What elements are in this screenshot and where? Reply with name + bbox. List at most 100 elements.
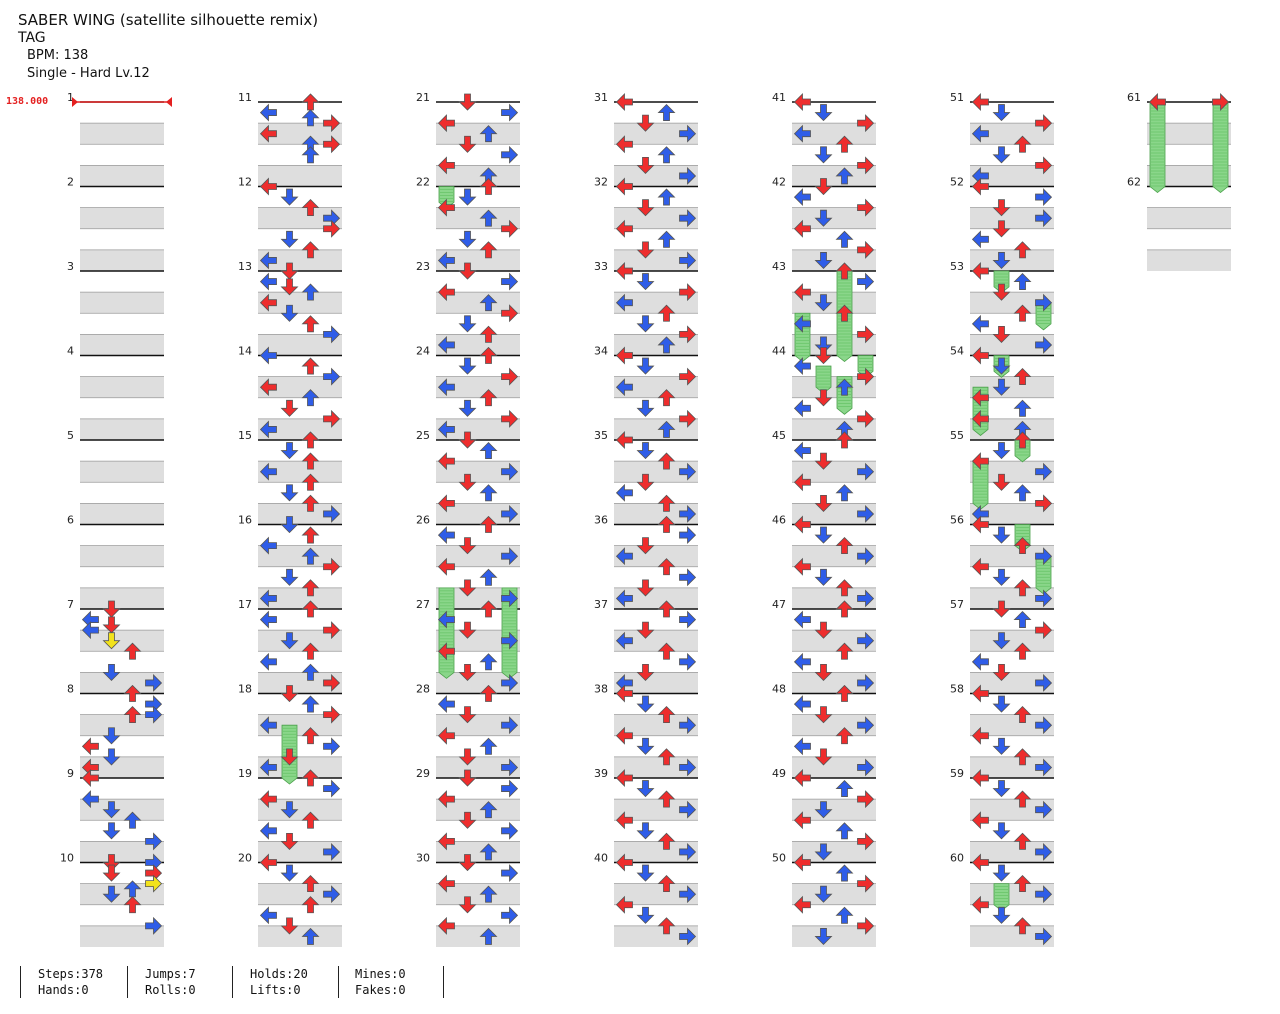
left-arrow-icon bbox=[971, 684, 989, 703]
measure-60: 60 bbox=[950, 852, 1054, 947]
song-title: SABER WING (satellite silhouette remix) bbox=[18, 11, 319, 29]
up-arrow-icon bbox=[123, 896, 142, 914]
left-arrow-icon bbox=[793, 515, 811, 534]
up-arrow-icon bbox=[479, 125, 498, 143]
up-arrow-icon bbox=[835, 262, 854, 280]
left-arrow-icon bbox=[81, 758, 99, 777]
measure-number: 18 bbox=[238, 683, 252, 696]
left-arrow-icon bbox=[615, 93, 633, 111]
down-arrow-icon bbox=[992, 600, 1011, 618]
down-arrow-icon bbox=[458, 315, 477, 333]
up-arrow-icon bbox=[479, 441, 498, 459]
measure-number: 9 bbox=[67, 767, 74, 780]
left-arrow-icon bbox=[437, 494, 455, 513]
beat-band bbox=[258, 714, 342, 736]
right-arrow-icon bbox=[857, 367, 875, 386]
down-arrow-icon bbox=[636, 473, 655, 491]
down-arrow-icon bbox=[458, 262, 477, 280]
down-arrow-icon bbox=[636, 315, 655, 333]
down-arrow-icon bbox=[992, 737, 1011, 755]
beat-band bbox=[258, 799, 342, 821]
left-arrow-icon bbox=[615, 811, 633, 830]
beat-band bbox=[80, 292, 164, 314]
beat-band bbox=[80, 376, 164, 398]
right-arrow-icon bbox=[679, 800, 697, 819]
down-arrow-icon bbox=[992, 632, 1011, 650]
measure-38: 38 bbox=[594, 683, 698, 778]
up-arrow-icon bbox=[1013, 537, 1032, 555]
beat-band bbox=[436, 292, 520, 314]
measure-number: 37 bbox=[594, 598, 608, 611]
up-arrow-icon bbox=[1013, 610, 1032, 628]
up-arrow-icon bbox=[657, 875, 676, 893]
left-arrow-icon bbox=[437, 335, 455, 354]
measure-number: 11 bbox=[238, 91, 252, 104]
up-arrow-icon bbox=[835, 304, 854, 322]
right-arrow-icon bbox=[145, 832, 163, 851]
down-arrow-icon bbox=[636, 199, 655, 217]
beat-band bbox=[80, 461, 164, 483]
right-arrow-icon bbox=[323, 557, 341, 576]
left-arrow-icon bbox=[259, 346, 277, 365]
beat-band bbox=[258, 418, 342, 440]
right-arrow-icon bbox=[323, 842, 341, 861]
down-arrow-icon bbox=[280, 278, 299, 296]
measure-18: 18 bbox=[238, 683, 342, 778]
measure-number: 56 bbox=[950, 514, 964, 527]
measure-number: 53 bbox=[950, 260, 964, 273]
left-arrow-icon bbox=[971, 557, 989, 576]
stat-holds: Holds:20 bbox=[250, 967, 308, 981]
beat-band bbox=[436, 249, 520, 271]
down-arrow-icon bbox=[814, 146, 833, 164]
measure-24: 24 bbox=[416, 345, 520, 440]
beat-band bbox=[614, 207, 698, 229]
right-arrow-icon bbox=[323, 737, 341, 756]
right-arrow-icon bbox=[323, 673, 341, 692]
down-arrow-icon bbox=[814, 452, 833, 470]
up-arrow-icon bbox=[479, 484, 498, 502]
measure-number: 43 bbox=[772, 260, 786, 273]
down-arrow-icon bbox=[814, 104, 833, 122]
up-arrow-icon bbox=[657, 600, 676, 618]
left-arrow-icon bbox=[971, 769, 989, 787]
beat-band bbox=[258, 883, 342, 905]
right-arrow-icon bbox=[145, 673, 163, 692]
up-arrow-icon bbox=[301, 642, 320, 660]
right-arrow-icon bbox=[857, 832, 875, 851]
down-arrow-icon bbox=[636, 156, 655, 174]
measure-14: 14 bbox=[238, 345, 342, 440]
up-arrow-icon bbox=[657, 917, 676, 935]
measure-47: 47 bbox=[772, 598, 876, 694]
right-arrow-icon bbox=[679, 209, 697, 228]
measure-19: 19 bbox=[238, 767, 342, 863]
down-arrow-icon bbox=[636, 241, 655, 259]
down-arrow-icon bbox=[636, 663, 655, 681]
left-arrow-icon bbox=[971, 895, 989, 914]
beat-band bbox=[614, 461, 698, 483]
down-arrow-icon bbox=[992, 822, 1011, 840]
right-arrow-icon bbox=[1035, 188, 1053, 207]
beat-band bbox=[80, 925, 164, 947]
up-arrow-icon bbox=[1013, 642, 1032, 660]
down-arrow-icon bbox=[814, 928, 833, 946]
measure-10: 10 bbox=[60, 852, 164, 947]
stat-hands: Hands:0 bbox=[38, 983, 89, 997]
up-arrow-icon bbox=[301, 494, 320, 512]
right-arrow-icon bbox=[679, 568, 697, 587]
left-arrow-icon bbox=[615, 135, 633, 154]
up-arrow-icon bbox=[835, 135, 854, 153]
down-arrow-icon bbox=[280, 832, 299, 850]
left-arrow-icon bbox=[793, 737, 811, 756]
beat-band bbox=[80, 249, 164, 271]
left-arrow-icon bbox=[971, 652, 989, 671]
beat-band bbox=[792, 461, 876, 483]
down-arrow-icon bbox=[814, 568, 833, 586]
right-arrow-icon bbox=[145, 874, 163, 893]
left-arrow-icon bbox=[971, 124, 989, 143]
right-arrow-icon bbox=[1035, 621, 1053, 640]
measure-number: 25 bbox=[416, 429, 430, 442]
down-arrow-icon bbox=[814, 336, 833, 354]
right-arrow-icon bbox=[679, 610, 697, 629]
left-arrow-icon bbox=[615, 895, 633, 914]
left-arrow-icon bbox=[615, 431, 633, 449]
